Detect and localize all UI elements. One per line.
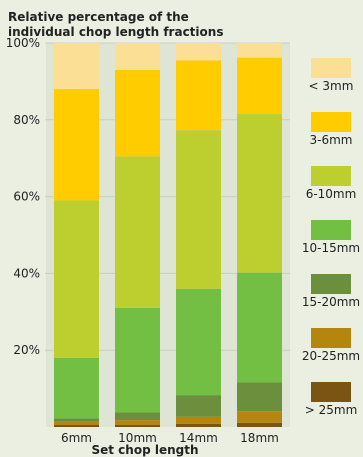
y-tick-label: 20% — [13, 343, 40, 357]
legend-swatch — [311, 112, 351, 132]
chart-title-line-2: individual chop length fractions — [8, 25, 224, 39]
bar-segment — [237, 43, 282, 58]
legend-swatch — [311, 166, 351, 186]
legend-item: 20-25mm — [300, 328, 362, 382]
bar-segment — [237, 411, 282, 423]
bar-segment — [176, 130, 221, 289]
stacked-bars — [54, 43, 282, 427]
legend-label: < 3mm — [308, 79, 354, 93]
bar-segment — [54, 43, 99, 90]
bar-18mm — [237, 43, 282, 427]
x-tick-label: 14mm — [179, 431, 218, 445]
legend-item: 10-15mm — [300, 220, 362, 274]
bar-14mm — [176, 43, 221, 427]
x-tick-label: 6mm — [61, 431, 92, 445]
axis-ticks: 100% 80% 60% 40% 20% 6mm 10mm 14mm 18mm — [6, 36, 279, 445]
bar-segment — [237, 382, 282, 412]
bar-segment — [237, 422, 282, 427]
bar-6mm — [54, 43, 99, 427]
bar-segment — [54, 357, 99, 419]
x-tick-label: 10mm — [118, 431, 157, 445]
bar-segment — [176, 60, 221, 131]
bar-segment — [115, 424, 160, 427]
bar-segment — [115, 43, 160, 70]
bar-segment — [54, 200, 99, 358]
bar-segment — [115, 420, 160, 425]
bar-segment — [237, 114, 282, 273]
bar-segment — [237, 57, 282, 115]
chart-title-line-1: Relative percentage of the — [8, 10, 189, 24]
y-tick-label: 60% — [13, 190, 40, 204]
bar-segment — [115, 69, 160, 157]
bar-segment — [54, 421, 99, 425]
legend-label: 3-6mm — [309, 133, 353, 147]
legend-swatch — [311, 58, 351, 78]
bar-segment — [115, 156, 160, 308]
legend-label: 6-10mm — [305, 187, 357, 201]
legend-label: > 25mm — [304, 403, 358, 417]
legend-swatch — [311, 328, 351, 348]
x-axis-label: Set chop length — [91, 443, 198, 457]
legend-label: 15-20mm — [301, 295, 361, 309]
bar-segment — [54, 89, 99, 201]
bar-segment — [115, 307, 160, 413]
legend-item: 3-6mm — [300, 112, 362, 166]
x-tick-label: 18mm — [240, 431, 279, 445]
bar-segment — [176, 43, 221, 61]
y-tick-label: 80% — [13, 113, 40, 127]
legend-swatch — [311, 382, 351, 402]
bar-segment — [176, 416, 221, 424]
bar-segment — [54, 424, 99, 427]
legend-item: > 25mm — [300, 382, 362, 436]
legend-item: 6-10mm — [300, 166, 362, 220]
y-tick-label: 40% — [13, 266, 40, 280]
legend-item: < 3mm — [300, 58, 362, 112]
bar-segment — [54, 418, 99, 422]
legend-swatch — [311, 274, 351, 294]
legend-swatch — [311, 220, 351, 240]
y-tick-label: 100% — [6, 36, 40, 50]
bar-segment — [176, 395, 221, 417]
bar-segment — [237, 272, 282, 383]
legend-label: 10-15mm — [301, 241, 361, 255]
legend-item: 15-20mm — [300, 274, 362, 328]
bar-segment — [176, 288, 221, 396]
bar-segment — [115, 412, 160, 421]
bar-segment — [176, 423, 221, 427]
bar-10mm — [115, 43, 160, 427]
legend-label: 20-25mm — [301, 349, 361, 363]
